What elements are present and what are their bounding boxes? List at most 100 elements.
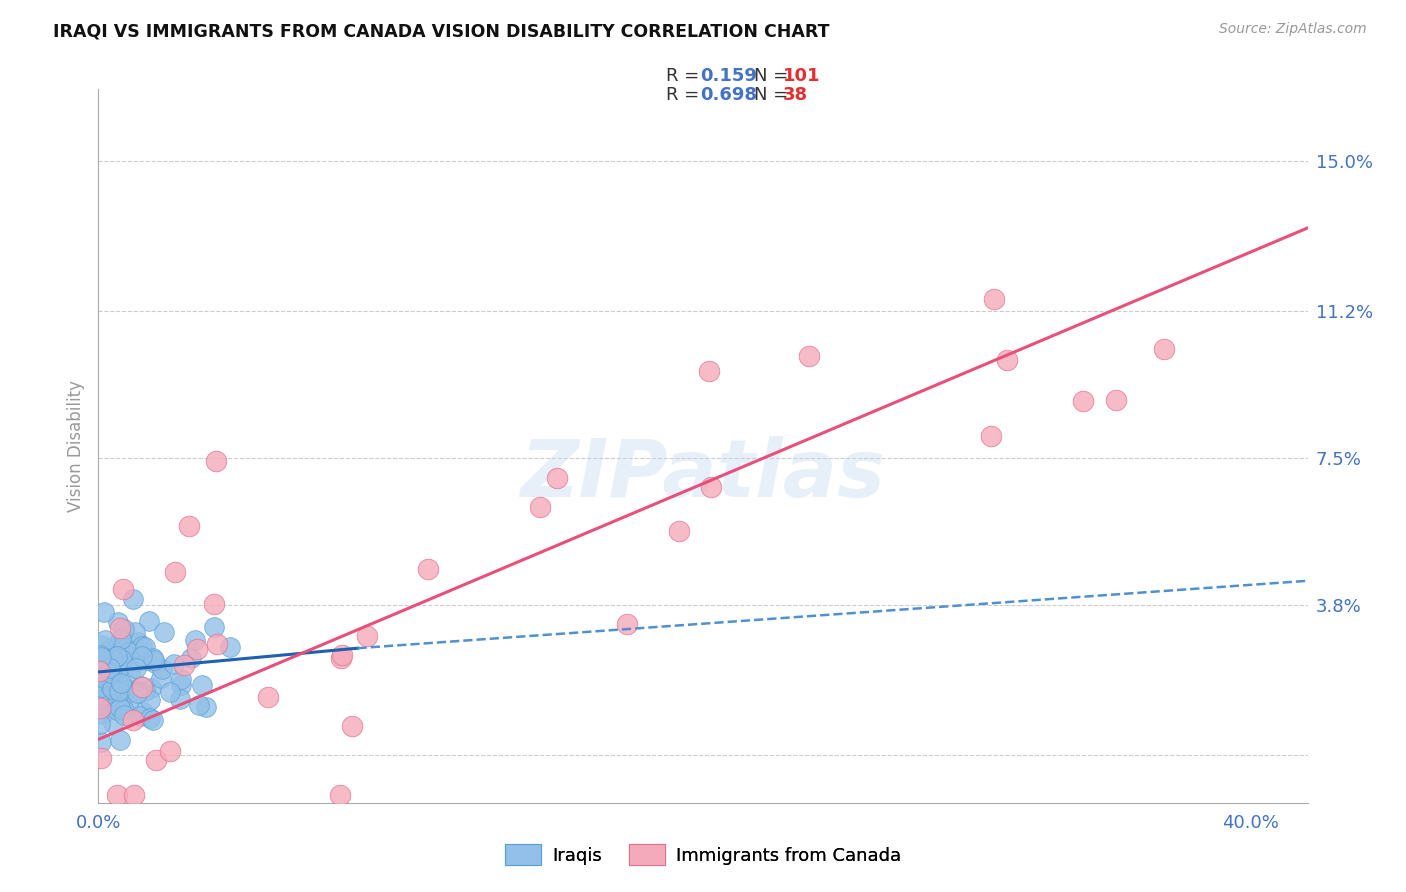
Point: [127, 684, 149, 698]
Text: N =: N =: [754, 87, 793, 104]
Point: [1071, 394, 1094, 409]
Point: [143, 656, 166, 670]
Point: [145, 753, 167, 767]
Point: [103, 684, 125, 698]
Point: [97, 668, 120, 682]
Point: [169, 691, 191, 706]
Point: [87, 693, 110, 707]
Point: [700, 480, 723, 494]
Point: [170, 673, 193, 687]
Point: [127, 635, 149, 649]
Point: [105, 694, 128, 708]
Point: [142, 713, 165, 727]
Point: [90, 680, 112, 694]
Point: [124, 660, 146, 674]
Point: [89, 700, 111, 714]
Point: [98, 678, 121, 692]
Point: [134, 640, 156, 655]
Text: 0.159: 0.159: [700, 67, 756, 85]
Point: [100, 665, 122, 680]
Legend: Iraqis, Immigrants from Canada: Iraqis, Immigrants from Canada: [498, 837, 908, 872]
Point: [980, 428, 1002, 442]
Point: [132, 706, 155, 720]
Point: [122, 788, 145, 802]
Point: [330, 651, 353, 665]
Point: [96, 663, 118, 677]
Point: [94, 674, 117, 689]
Point: [112, 647, 135, 661]
Point: [139, 711, 162, 725]
Point: [110, 652, 132, 666]
Point: [111, 698, 134, 713]
Point: [101, 653, 124, 667]
Point: [131, 640, 153, 654]
Point: [529, 500, 551, 515]
Point: [1105, 392, 1128, 407]
Point: [112, 623, 135, 637]
Point: [98, 666, 121, 681]
Point: [105, 703, 128, 717]
Point: [187, 698, 209, 712]
Point: [152, 625, 174, 640]
Point: [131, 649, 153, 664]
Point: [108, 695, 131, 709]
Point: [103, 716, 125, 731]
Point: [105, 637, 128, 651]
Point: [108, 701, 131, 715]
Point: [90, 750, 112, 764]
Point: [207, 637, 229, 651]
Text: 101: 101: [783, 67, 821, 85]
Point: [131, 680, 153, 694]
Point: [124, 624, 146, 639]
Point: [117, 697, 139, 711]
Point: [90, 650, 112, 665]
Point: [110, 632, 132, 646]
Point: [93, 632, 115, 647]
Text: Source: ZipAtlas.com: Source: ZipAtlas.com: [1219, 22, 1367, 37]
Point: [204, 454, 226, 468]
Point: [105, 788, 128, 802]
Text: R =: R =: [666, 87, 706, 104]
Point: [173, 657, 195, 672]
Point: [983, 292, 1005, 306]
Point: [108, 684, 131, 698]
Point: [110, 675, 132, 690]
Point: [108, 660, 131, 674]
Point: [96, 690, 118, 704]
Point: [122, 591, 145, 606]
Point: [668, 524, 690, 538]
Point: [418, 561, 440, 575]
Point: [135, 653, 157, 667]
Point: [202, 620, 225, 634]
Point: [100, 679, 122, 693]
Point: [108, 659, 131, 673]
Point: [163, 657, 186, 671]
Point: [100, 662, 122, 676]
Point: [93, 605, 115, 619]
Point: [186, 641, 208, 656]
Point: [340, 719, 363, 733]
Point: [129, 679, 152, 693]
Point: [194, 699, 217, 714]
Point: [112, 703, 135, 717]
Point: [128, 709, 150, 723]
Point: [330, 648, 353, 663]
Point: [143, 653, 166, 667]
Point: [177, 518, 200, 533]
Point: [104, 648, 127, 663]
Point: [101, 681, 124, 696]
Point: [89, 658, 111, 673]
Point: [219, 640, 242, 655]
Point: [98, 674, 121, 689]
Point: [356, 629, 378, 643]
Point: [89, 648, 111, 662]
Point: [93, 671, 115, 685]
Point: [98, 661, 121, 675]
Point: [89, 716, 111, 731]
Point: [163, 565, 186, 579]
Point: [90, 701, 112, 715]
Point: [93, 706, 115, 721]
Point: [138, 614, 160, 628]
Point: [103, 674, 125, 689]
Text: 0.698: 0.698: [700, 87, 758, 104]
